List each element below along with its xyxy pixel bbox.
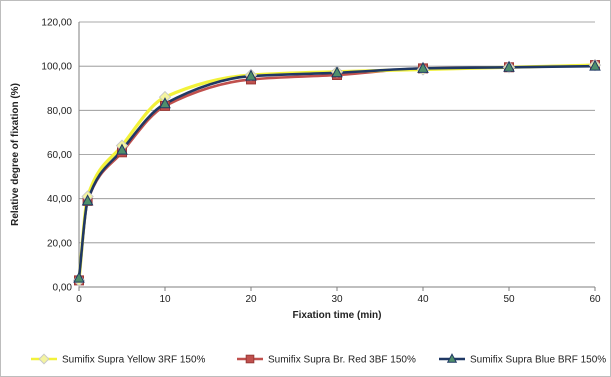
series-line <box>77 64 596 279</box>
x-axis-title: Fixation time (min) <box>293 310 382 321</box>
y-tick-label: 80,00 <box>47 106 72 117</box>
y-axis-title: Relative degree of fixation (%) <box>10 83 21 226</box>
data-point <box>417 61 429 73</box>
x-tick-label: 50 <box>503 294 515 305</box>
gridlines <box>79 21 595 244</box>
y-tick-label: 100,00 <box>41 62 72 73</box>
y-tick-label: 60,00 <box>47 150 72 161</box>
axes <box>78 22 596 291</box>
series-markers <box>74 60 600 286</box>
legend: Sumifix Supra Yellow 3RF 150% Sumifix Sup… <box>31 353 606 366</box>
legend-item: Sumifix Supra Blue BRF 150% <box>439 353 606 366</box>
legend-label: Sumifix Supra Blue BRF 150% <box>470 355 606 366</box>
data-point <box>73 271 85 283</box>
x-tick-label: 40 <box>417 294 429 305</box>
series-markers <box>72 58 602 287</box>
legend-item: Sumifix Supra Br. Red 3BF 150% <box>237 355 416 366</box>
data-point <box>38 353 50 365</box>
series-curve <box>77 63 596 281</box>
series-line <box>77 63 596 281</box>
x-tick-label: 0 <box>76 294 82 305</box>
data-point <box>245 69 257 81</box>
x-tick-label: 60 <box>589 294 601 305</box>
data-point <box>81 194 94 206</box>
y-tick-label: 20,00 <box>47 238 72 249</box>
series-curve <box>77 64 596 279</box>
legend-label: Sumifix Supra Br. Red 3BF 150% <box>268 355 416 366</box>
data-point <box>503 60 515 72</box>
x-tick-labels: 0 10 20 30 40 50 60 <box>76 294 601 305</box>
x-tick-label: 10 <box>159 294 171 305</box>
y-tick-label: 0,00 <box>53 283 73 294</box>
y-tick-label: 40,00 <box>47 194 72 205</box>
data-point <box>589 59 601 71</box>
y-tick-labels: 0,00 20,00 40,00 60,00 80,00 100,00 120,00 <box>41 18 72 294</box>
data-point <box>245 354 255 364</box>
series-layer <box>72 58 602 287</box>
data-point <box>159 97 171 109</box>
x-tick-label: 30 <box>331 294 343 305</box>
data-point <box>116 143 128 155</box>
x-tick-label: 20 <box>245 294 257 305</box>
data-point <box>446 353 458 363</box>
series-markers <box>73 59 601 283</box>
legend-label: Sumifix Supra Yellow 3RF 150% <box>62 355 206 366</box>
legend-item: Sumifix Supra Yellow 3RF 150% <box>31 353 206 366</box>
series-curve <box>77 63 596 281</box>
series-line <box>77 63 596 281</box>
data-point <box>331 66 343 78</box>
y-tick-label: 120,00 <box>41 18 72 29</box>
